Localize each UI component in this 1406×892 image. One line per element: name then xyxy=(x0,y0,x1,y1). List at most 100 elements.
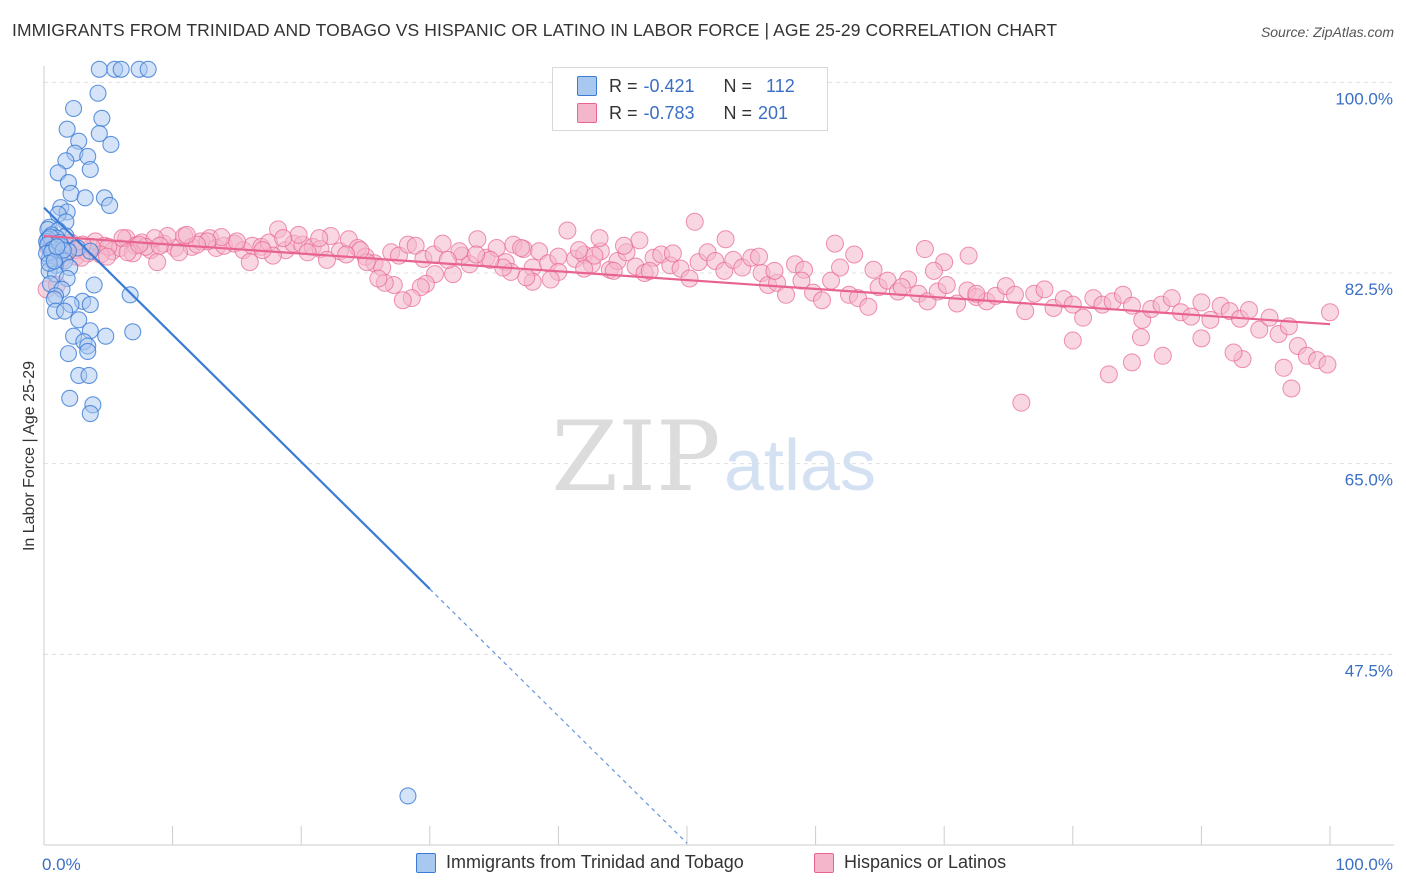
legend-r-value: -0.421 xyxy=(643,75,695,96)
series-legend-hispanics: Hispanics or Latinos xyxy=(814,852,1006,873)
data-point-hispanics xyxy=(310,229,329,248)
grid-lines xyxy=(44,81,1394,655)
data-point-hispanics xyxy=(1005,285,1024,304)
data-point-hispanics xyxy=(569,241,588,260)
legend-swatch-pink xyxy=(577,103,597,123)
data-point-hispanics xyxy=(1131,328,1150,347)
series-legend-swatch-blue xyxy=(416,852,436,873)
data-point-hispanics xyxy=(227,232,246,251)
data-point-hispanics xyxy=(517,268,536,287)
data-point-hispanics xyxy=(630,231,649,250)
data-point-trinidad xyxy=(101,196,119,215)
series-legend: Immigrants from Trinidad and Tobago Hisp… xyxy=(0,852,1406,878)
data-point-hispanics xyxy=(541,270,560,289)
data-point-hispanics xyxy=(98,247,117,266)
data-point-hispanics xyxy=(1063,295,1082,314)
data-point-hispanics xyxy=(777,285,796,304)
legend-r-label: R = xyxy=(609,75,638,96)
legend-n-label: N = xyxy=(723,75,753,96)
legend-row-trinidad: R = -0.421 N = 112 xyxy=(577,73,795,99)
data-point-trinidad xyxy=(61,389,79,407)
source-label: Source: ZipAtlas.com xyxy=(1260,24,1394,40)
series-legend-trinidad: Immigrants from Trinidad and Tobago xyxy=(416,852,744,873)
data-point-trinidad xyxy=(48,238,66,256)
chart-title: IMMIGRANTS FROM TRINIDAD AND TOBAGO VS H… xyxy=(12,20,1058,40)
data-point-hispanics xyxy=(433,234,452,253)
data-point-hispanics xyxy=(915,240,934,259)
y-tick-label: 100.0% xyxy=(1335,89,1393,108)
data-point-hispanics xyxy=(1012,393,1031,412)
data-point-hispanics xyxy=(831,258,850,277)
data-point-hispanics xyxy=(177,225,196,244)
trend-line-trinidad xyxy=(43,206,431,590)
data-point-hispanics xyxy=(274,229,293,248)
trend-line-trinidad-extension xyxy=(429,588,688,844)
data-point-hispanics xyxy=(1162,289,1181,308)
data-point-hispanics xyxy=(1122,353,1141,372)
data-point-hispanics xyxy=(1192,293,1211,312)
series-trinidad-points xyxy=(38,60,417,805)
data-point-hispanics xyxy=(680,269,699,288)
data-point-hispanics xyxy=(1318,355,1337,374)
data-point-hispanics xyxy=(1274,358,1293,377)
data-point-hispanics xyxy=(1063,331,1082,350)
data-point-hispanics xyxy=(1192,329,1211,348)
data-point-trinidad xyxy=(85,276,103,294)
data-point-hispanics xyxy=(859,297,878,316)
data-point-hispanics xyxy=(393,291,412,310)
data-point-hispanics xyxy=(604,261,623,280)
data-point-trinidad xyxy=(49,164,67,182)
data-point-trinidad xyxy=(124,323,142,341)
data-point-hispanics xyxy=(438,250,457,269)
data-point-trinidad xyxy=(90,60,108,78)
data-point-hispanics xyxy=(558,221,577,240)
y-tick-label: 65.0% xyxy=(1345,471,1393,490)
data-point-hispanics xyxy=(289,225,308,244)
data-point-trinidad xyxy=(56,302,74,320)
series-legend-label: Immigrants from Trinidad and Tobago xyxy=(446,852,744,872)
data-point-hispanics xyxy=(892,278,911,297)
data-point-trinidad xyxy=(65,99,83,118)
correlation-legend: R = -0.421 N = 112 R = -0.783 N = 201 xyxy=(552,67,828,131)
legend-n-label: N = xyxy=(723,102,753,123)
data-point-hispanics xyxy=(1182,307,1201,326)
legend-n-value: 201 xyxy=(758,102,789,123)
data-point-trinidad xyxy=(79,342,97,361)
data-point-hispanics xyxy=(765,261,784,280)
data-point-trinidad xyxy=(112,60,130,78)
data-point-trinidad xyxy=(76,189,94,207)
data-point-hispanics xyxy=(337,245,356,264)
legend-n-value: 112 xyxy=(766,75,795,96)
data-point-hispanics xyxy=(685,212,704,231)
data-point-trinidad xyxy=(80,366,98,384)
data-point-hispanics xyxy=(750,247,769,266)
series-legend-label: Hispanics or Latinos xyxy=(844,852,1007,872)
legend-r-label: R = xyxy=(609,102,638,123)
data-point-trinidad xyxy=(102,135,120,153)
data-point-hispanics xyxy=(1016,302,1035,321)
data-point-hispanics xyxy=(150,236,169,255)
legend-swatch-blue xyxy=(577,76,597,96)
watermark: ZIP atlas xyxy=(551,401,876,513)
data-point-hispanics xyxy=(1099,365,1118,384)
data-point-trinidad xyxy=(81,160,99,179)
data-point-trinidad xyxy=(59,345,77,363)
data-point-hispanics xyxy=(825,234,844,253)
data-point-trinidad xyxy=(62,184,80,203)
data-point-trinidad xyxy=(93,109,111,127)
data-point-hispanics xyxy=(845,245,864,264)
y-tick-label: 47.5% xyxy=(1345,661,1393,680)
data-point-hispanics xyxy=(864,260,883,279)
data-point-trinidad xyxy=(90,124,108,143)
trend-lines xyxy=(43,206,1331,844)
data-point-trinidad xyxy=(81,296,99,314)
data-point-hispanics xyxy=(640,261,659,280)
data-point-hispanics xyxy=(575,259,594,278)
data-point-trinidad xyxy=(81,242,99,260)
data-point-hispanics xyxy=(663,244,682,263)
data-point-hispanics xyxy=(937,275,956,294)
x-tick-label-max: 100.0% xyxy=(1335,855,1393,874)
data-point-trinidad xyxy=(399,787,417,805)
data-point-trinidad xyxy=(97,327,115,345)
data-point-hispanics xyxy=(967,284,986,303)
